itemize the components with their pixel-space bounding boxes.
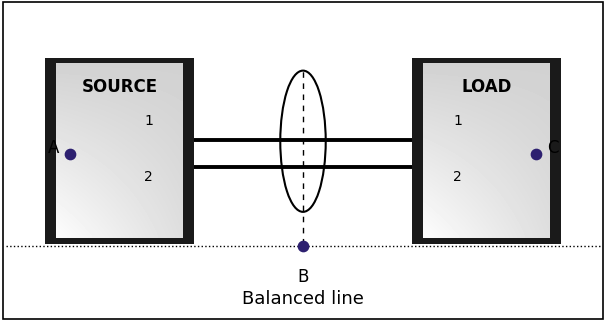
Text: 1: 1 [144,114,153,128]
Text: LOAD: LOAD [461,78,511,96]
Point [65,152,75,157]
Point [298,243,308,248]
Bar [412,58,561,244]
Text: B: B [298,268,308,286]
Text: 1: 1 [453,114,462,128]
Text: A: A [47,139,59,157]
Text: C: C [547,139,559,157]
Bar [45,58,194,244]
Text: 2: 2 [144,170,153,184]
Text: Balanced line: Balanced line [242,290,364,308]
Text: SOURCE: SOURCE [82,78,158,96]
Text: 2: 2 [453,170,462,184]
Point [531,152,541,157]
